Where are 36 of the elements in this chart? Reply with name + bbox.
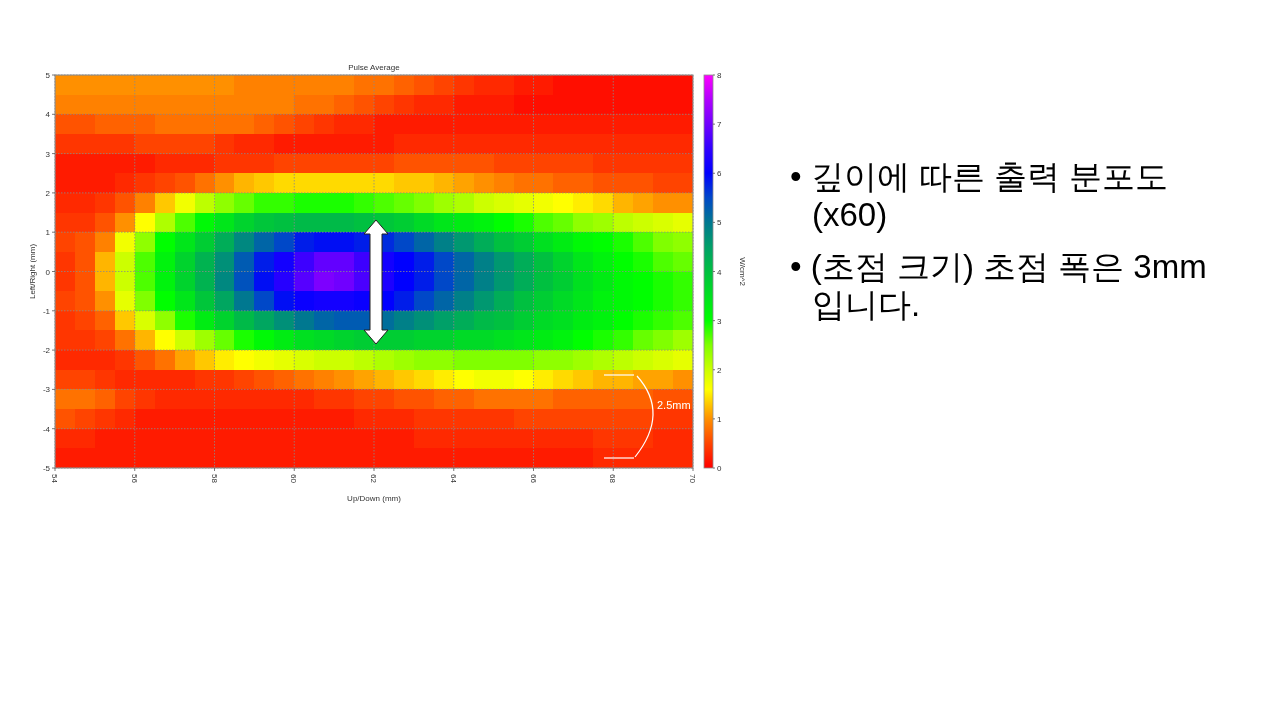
color-bar-label: 1	[717, 414, 722, 424]
y-tick-label: 2	[45, 188, 51, 198]
color-bar-label: 5	[717, 218, 722, 228]
y-tick-label: -5	[42, 464, 51, 473]
color-bar-label: 4	[717, 267, 722, 277]
y-tick-label: 3	[45, 149, 51, 159]
x-tick-label: 62	[369, 474, 378, 484]
color-bar-label: 2	[717, 365, 722, 375]
color-bar-label: 3	[717, 316, 722, 326]
y-tick-label: 1	[45, 228, 51, 238]
y-tick-label: 0	[45, 267, 51, 277]
x-tick-label: 56	[129, 474, 139, 484]
y-tick-label: -1	[42, 306, 51, 316]
x-tick-label: 64	[448, 474, 458, 484]
color-bar-label: 6	[717, 169, 722, 179]
x-tick-label: 68	[608, 474, 618, 484]
x-axis-title: Up/Down (mm)	[347, 494, 402, 503]
y-tick-label: 5	[45, 71, 51, 80]
x-tick-label: 54	[50, 474, 59, 484]
text: • 깊이에 따른 출력 분포도 (x60)	[790, 158, 1170, 234]
x-tick-label: 60	[289, 474, 299, 484]
color-bar-label: 8	[717, 71, 722, 80]
annotation: 2.5mm	[657, 399, 691, 411]
color-bar-label: 7	[717, 120, 722, 130]
color-bar-label: 0	[717, 464, 722, 473]
y-tick-label: -2	[42, 346, 51, 356]
text: • (초점 크기) 초점 폭은 3mm 입니다.	[790, 248, 1208, 324]
y-axis-title: Left/Right (mm)	[28, 243, 37, 300]
chart-title: Pulse Average	[348, 63, 401, 72]
x-tick-label: 70	[688, 474, 697, 484]
y-tick-label: 4	[45, 110, 51, 120]
color-bar-title: W/cm^2	[738, 257, 747, 287]
y-tick-label: -3	[42, 385, 51, 395]
y-tick-label: -4	[42, 424, 51, 434]
x-tick-label: 66	[528, 474, 538, 484]
x-tick-label: 58	[209, 474, 219, 484]
